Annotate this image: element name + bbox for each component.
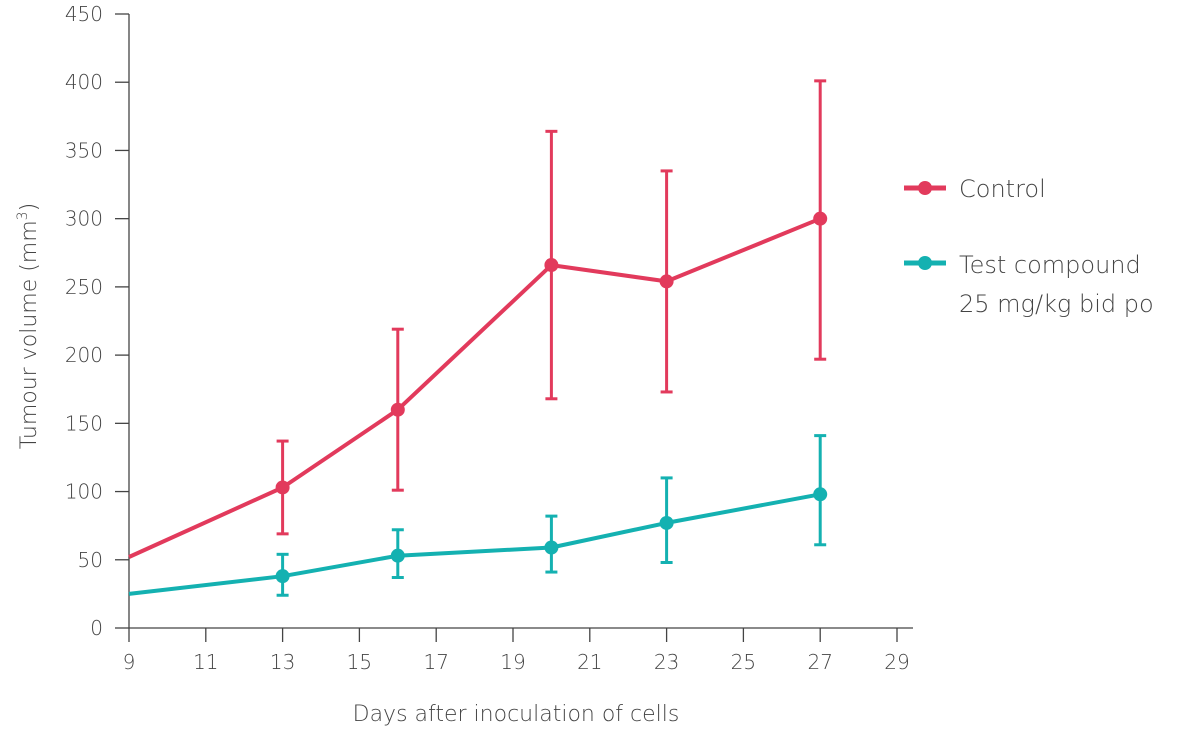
x-tick-label: 21 (577, 650, 602, 674)
legend-swatch-marker-control (918, 181, 932, 195)
y-tick-label: 150 (65, 411, 103, 435)
y-tick-label: 450 (65, 2, 103, 26)
x-tick-label: 11 (193, 650, 218, 674)
x-tick-label: 29 (884, 650, 909, 674)
x-tick-label: 19 (500, 650, 525, 674)
legend-item-control: Control (904, 175, 1046, 203)
y-tick-label: 0 (90, 616, 103, 640)
y-tick-label: 250 (65, 275, 103, 299)
x-tick-label: 9 (123, 650, 136, 674)
y-tick-label: 300 (65, 207, 103, 231)
x-tick-label: 23 (654, 650, 679, 674)
y-tick-label: 100 (65, 480, 103, 504)
data-point (544, 540, 559, 555)
data-point (275, 569, 290, 584)
x-tick-label: 27 (807, 650, 832, 674)
plot-area (128, 79, 828, 597)
legend-swatch-marker-test-compound (918, 256, 932, 270)
data-point (659, 515, 674, 530)
legend: Control Test compound 25 mg/kg bid po (904, 175, 1154, 318)
x-tick-label: 15 (347, 650, 372, 674)
y-tick-label: 50 (78, 548, 103, 572)
legend-item-test-compound: Test compound 25 mg/kg bid po (904, 251, 1154, 318)
data-point (544, 258, 559, 273)
x-tick-label: 25 (731, 650, 756, 674)
data-point (390, 402, 405, 417)
x-tick-label: 17 (423, 650, 448, 674)
data-point (390, 548, 405, 563)
y-axis-title-main: Tumour volume (mm (17, 220, 42, 449)
data-point (813, 211, 828, 226)
y-tick-label: 200 (65, 343, 103, 367)
series-control (128, 79, 828, 559)
y-axis-title-close: ) (17, 203, 42, 212)
y-axis-title: Tumour volume (mm3) (15, 203, 42, 449)
series-line (128, 492, 821, 596)
legend-label-test-compound-dose: 25 mg/kg bid po (959, 290, 1154, 318)
legend-label-test-compound: Test compound (959, 251, 1141, 279)
y-tick-label: 350 (65, 138, 103, 162)
data-point (659, 274, 674, 289)
data-point (813, 487, 828, 502)
data-point (275, 480, 290, 495)
series-test-compound (128, 434, 828, 597)
legend-label-control: Control (959, 175, 1046, 203)
y-axis-title-superscript: 3 (15, 211, 31, 220)
x-axis-title: Days after inoculation of cells (353, 702, 680, 727)
series-line (128, 216, 821, 559)
axes: 0 50 100 150 200 250 300 350 400 450 9 11 13 15 17 19 21… (65, 2, 913, 674)
y-tick-label: 400 (65, 70, 103, 94)
x-tick-label: 13 (270, 650, 295, 674)
